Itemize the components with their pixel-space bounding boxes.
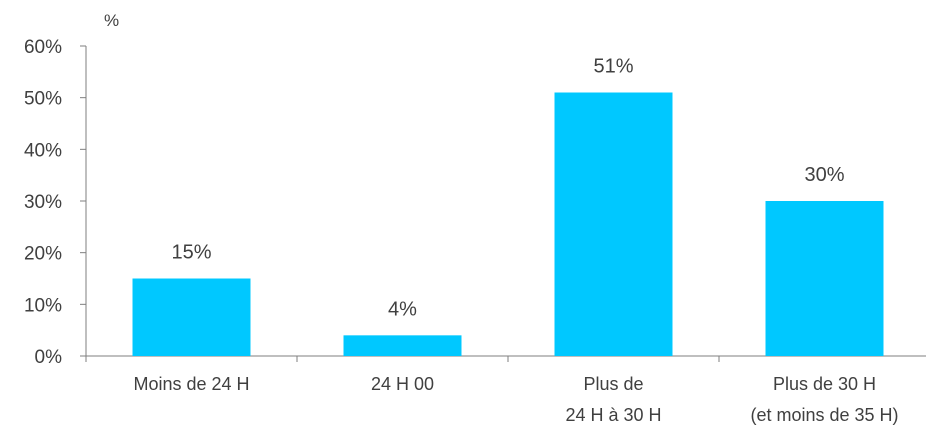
category-label: Plus de 30 H: [773, 374, 876, 394]
y-tick-label: 0%: [35, 347, 63, 368]
data-label: 30%: [804, 164, 844, 186]
data-label: 4%: [388, 298, 417, 320]
category-label: Plus de: [583, 374, 643, 394]
bar: [765, 201, 884, 356]
y-tick-label: 50%: [24, 89, 62, 110]
y-tick-label: 40%: [24, 140, 62, 161]
y-axis-unit-label: %: [104, 11, 119, 30]
category-label: 24 H 00: [371, 374, 434, 394]
y-tick-label: 20%: [24, 244, 62, 265]
bar: [132, 278, 251, 356]
data-label: 15%: [171, 242, 211, 264]
y-tick-label: 30%: [24, 192, 62, 213]
category-label: 24 H à 30 H: [565, 405, 661, 425]
labels: 15% Moins de 24 H 4% 24 H 00 51% Plus de 24 H …: [133, 56, 898, 426]
data-label: 51%: [593, 56, 633, 78]
bar: [554, 92, 673, 356]
y-tick-label: 10%: [24, 295, 62, 316]
bars: [132, 92, 884, 356]
bar: [343, 335, 462, 356]
category-label: Moins de 24 H: [133, 374, 249, 394]
category-label: (et moins de 35 H): [750, 405, 898, 425]
y-tick-label: 60%: [24, 37, 62, 58]
